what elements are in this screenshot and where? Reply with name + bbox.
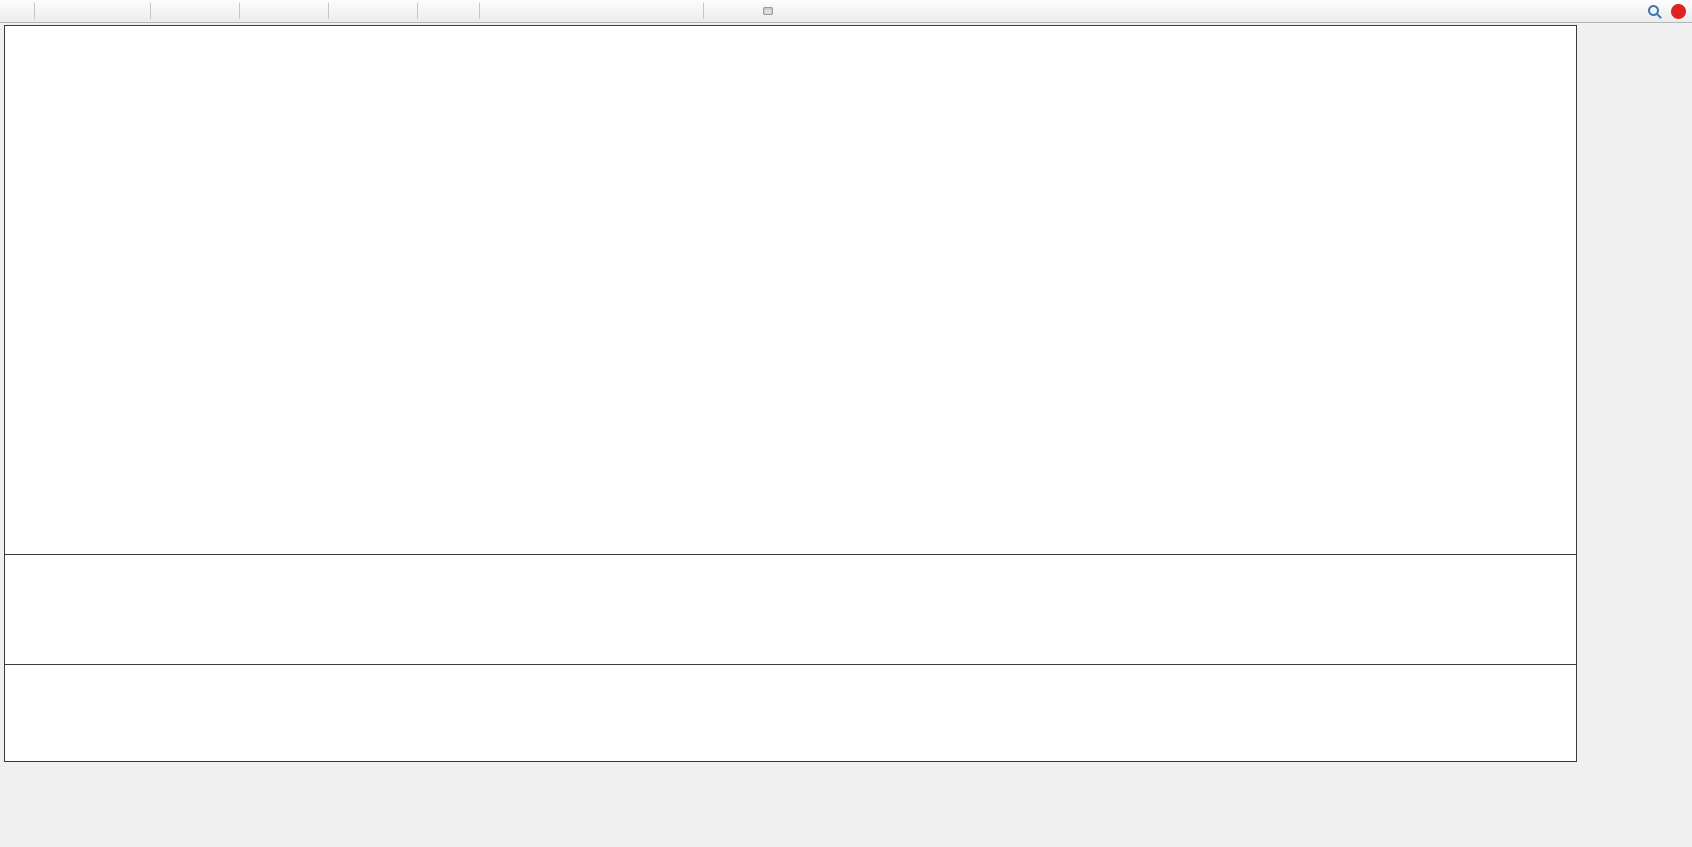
new-chart-button[interactable]	[39, 0, 65, 22]
toolbar-separator	[328, 3, 329, 19]
toolbar-separator	[239, 3, 240, 19]
trendline-button[interactable]	[538, 0, 564, 22]
text-button[interactable]	[619, 0, 645, 22]
text-label-button[interactable]	[646, 0, 672, 22]
toolbar-separator	[417, 3, 418, 19]
tf-w1[interactable]	[785, 7, 795, 15]
notification-badge[interactable]	[1671, 3, 1686, 19]
new-order-button[interactable]	[4, 0, 30, 22]
profiles-button[interactable]	[66, 0, 92, 22]
indicators-button[interactable]	[333, 0, 359, 22]
bar-chart-button[interactable]	[155, 0, 181, 22]
price-chart-canvas[interactable]	[5, 26, 1576, 554]
tile-windows-button[interactable]	[298, 0, 324, 22]
zoom-out-button[interactable]	[271, 0, 297, 22]
price-axis[interactable]	[1577, 25, 1686, 762]
chart-window	[4, 25, 1686, 843]
rsi-pane[interactable]	[4, 665, 1577, 762]
main-toolbar	[0, 0, 1692, 23]
tf-h1[interactable]	[752, 7, 762, 15]
tf-m5[interactable]	[719, 7, 729, 15]
toolbar-separator	[479, 3, 480, 19]
market-watch-button[interactable]	[93, 0, 119, 22]
candlestick-chart-button[interactable]	[182, 0, 208, 22]
macd-canvas[interactable]	[5, 555, 1576, 663]
line-chart-button[interactable]	[209, 0, 235, 22]
horizontal-line-button[interactable]	[511, 0, 537, 22]
search-icon[interactable]	[1647, 4, 1662, 19]
arrows-button[interactable]	[673, 0, 699, 22]
channel-button[interactable]	[565, 0, 591, 22]
price-chart-pane[interactable]	[4, 25, 1577, 555]
chart-workspace	[0, 23, 1692, 847]
toolbar-separator	[150, 3, 151, 19]
autotrading-button[interactable]	[120, 0, 146, 22]
tf-d1[interactable]	[774, 7, 784, 15]
zoom-in-button[interactable]	[244, 0, 270, 22]
tf-m30[interactable]	[741, 7, 751, 15]
tf-mn[interactable]	[796, 7, 806, 15]
fibonacci-button[interactable]	[592, 0, 618, 22]
tf-h4[interactable]	[763, 7, 773, 15]
cursor-button[interactable]	[422, 0, 448, 22]
crosshair-button[interactable]	[449, 0, 475, 22]
rsi-canvas[interactable]	[5, 665, 1576, 760]
toolbar-separator	[703, 3, 704, 19]
tf-m1[interactable]	[708, 7, 718, 15]
templates-button[interactable]	[387, 0, 413, 22]
macd-pane[interactable]	[4, 555, 1577, 665]
tf-m15[interactable]	[730, 7, 740, 15]
time-axis[interactable]	[4, 764, 1686, 843]
vertical-line-button[interactable]	[484, 0, 510, 22]
periods-button[interactable]	[360, 0, 386, 22]
toolbar-separator	[34, 3, 35, 19]
